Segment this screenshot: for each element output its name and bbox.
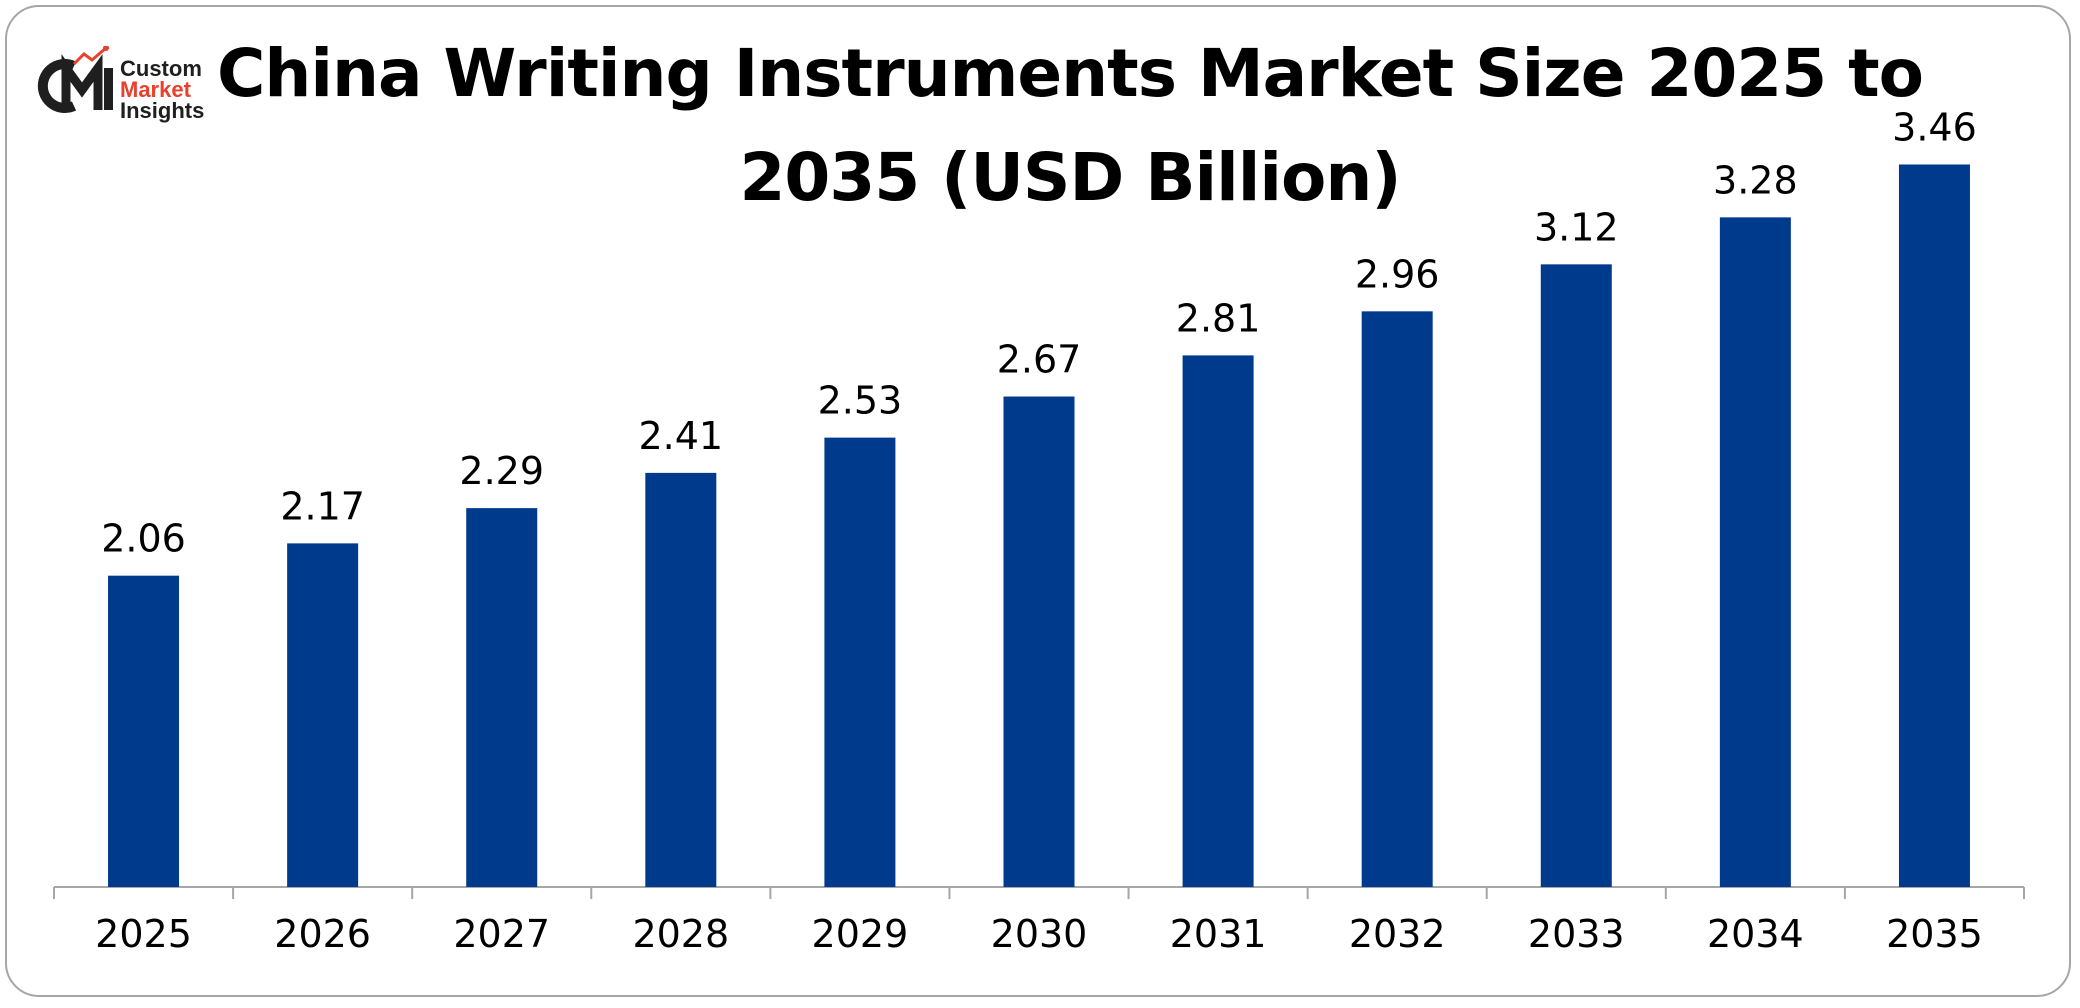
bar-2033 (1540, 264, 1612, 887)
company-logo: Custom Market Insights (34, 46, 214, 128)
value-label-2030: 2.67 (997, 338, 1082, 382)
x-tick-label-2027: 2027 (453, 912, 550, 956)
value-label-2028: 2.41 (639, 414, 724, 458)
bar-2032 (1361, 311, 1433, 888)
logo-text-insights: Insights (120, 98, 205, 123)
x-tick-label-2028: 2028 (632, 912, 729, 956)
bar-2027 (466, 508, 538, 887)
value-label-2033: 3.12 (1534, 205, 1619, 249)
bar-2028 (645, 472, 717, 887)
bar-2035 (1898, 164, 1970, 887)
logo-wordmark: Custom Market Insights (120, 56, 205, 123)
x-tick-label-2031: 2031 (1170, 912, 1267, 956)
logo-text-market: Market (120, 77, 191, 102)
value-label-2035: 3.46 (1892, 105, 1977, 149)
chart-title: China Writing Instruments Market Size 20… (180, 22, 1960, 230)
value-label-2025: 2.06 (101, 517, 186, 561)
cmi-logo-mark-icon (37, 46, 113, 113)
bar-2031 (1182, 355, 1254, 887)
value-label-2026: 2.17 (280, 484, 365, 528)
value-label-2031: 2.81 (1176, 296, 1261, 340)
bar-2026 (287, 543, 359, 887)
bar-2030 (1003, 396, 1075, 887)
bar-2029 (824, 437, 896, 887)
x-tick-label-2029: 2029 (812, 912, 909, 956)
value-label-2032: 2.96 (1355, 252, 1440, 296)
value-label-2027: 2.29 (459, 449, 544, 493)
x-tick-label-2025: 2025 (95, 912, 192, 956)
x-tick-label-2033: 2033 (1528, 912, 1625, 956)
bar-2034 (1719, 217, 1791, 887)
x-tick-label-2035: 2035 (1886, 912, 1983, 956)
chart-title-line-1: China Writing Instruments Market Size 20… (216, 35, 1924, 112)
x-tick-label-2034: 2034 (1707, 912, 1804, 956)
x-tick-label-2030: 2030 (991, 912, 1088, 956)
x-tick-label-2032: 2032 (1349, 912, 1446, 956)
x-tick-label-2026: 2026 (274, 912, 371, 956)
logo-text-custom: Custom (120, 56, 202, 81)
bar-2025 (108, 575, 180, 887)
value-label-2029: 2.53 (818, 379, 903, 423)
value-label-2034: 3.28 (1713, 158, 1798, 202)
chart-title-line-2: 2035 (USD Billion) (739, 139, 1401, 216)
